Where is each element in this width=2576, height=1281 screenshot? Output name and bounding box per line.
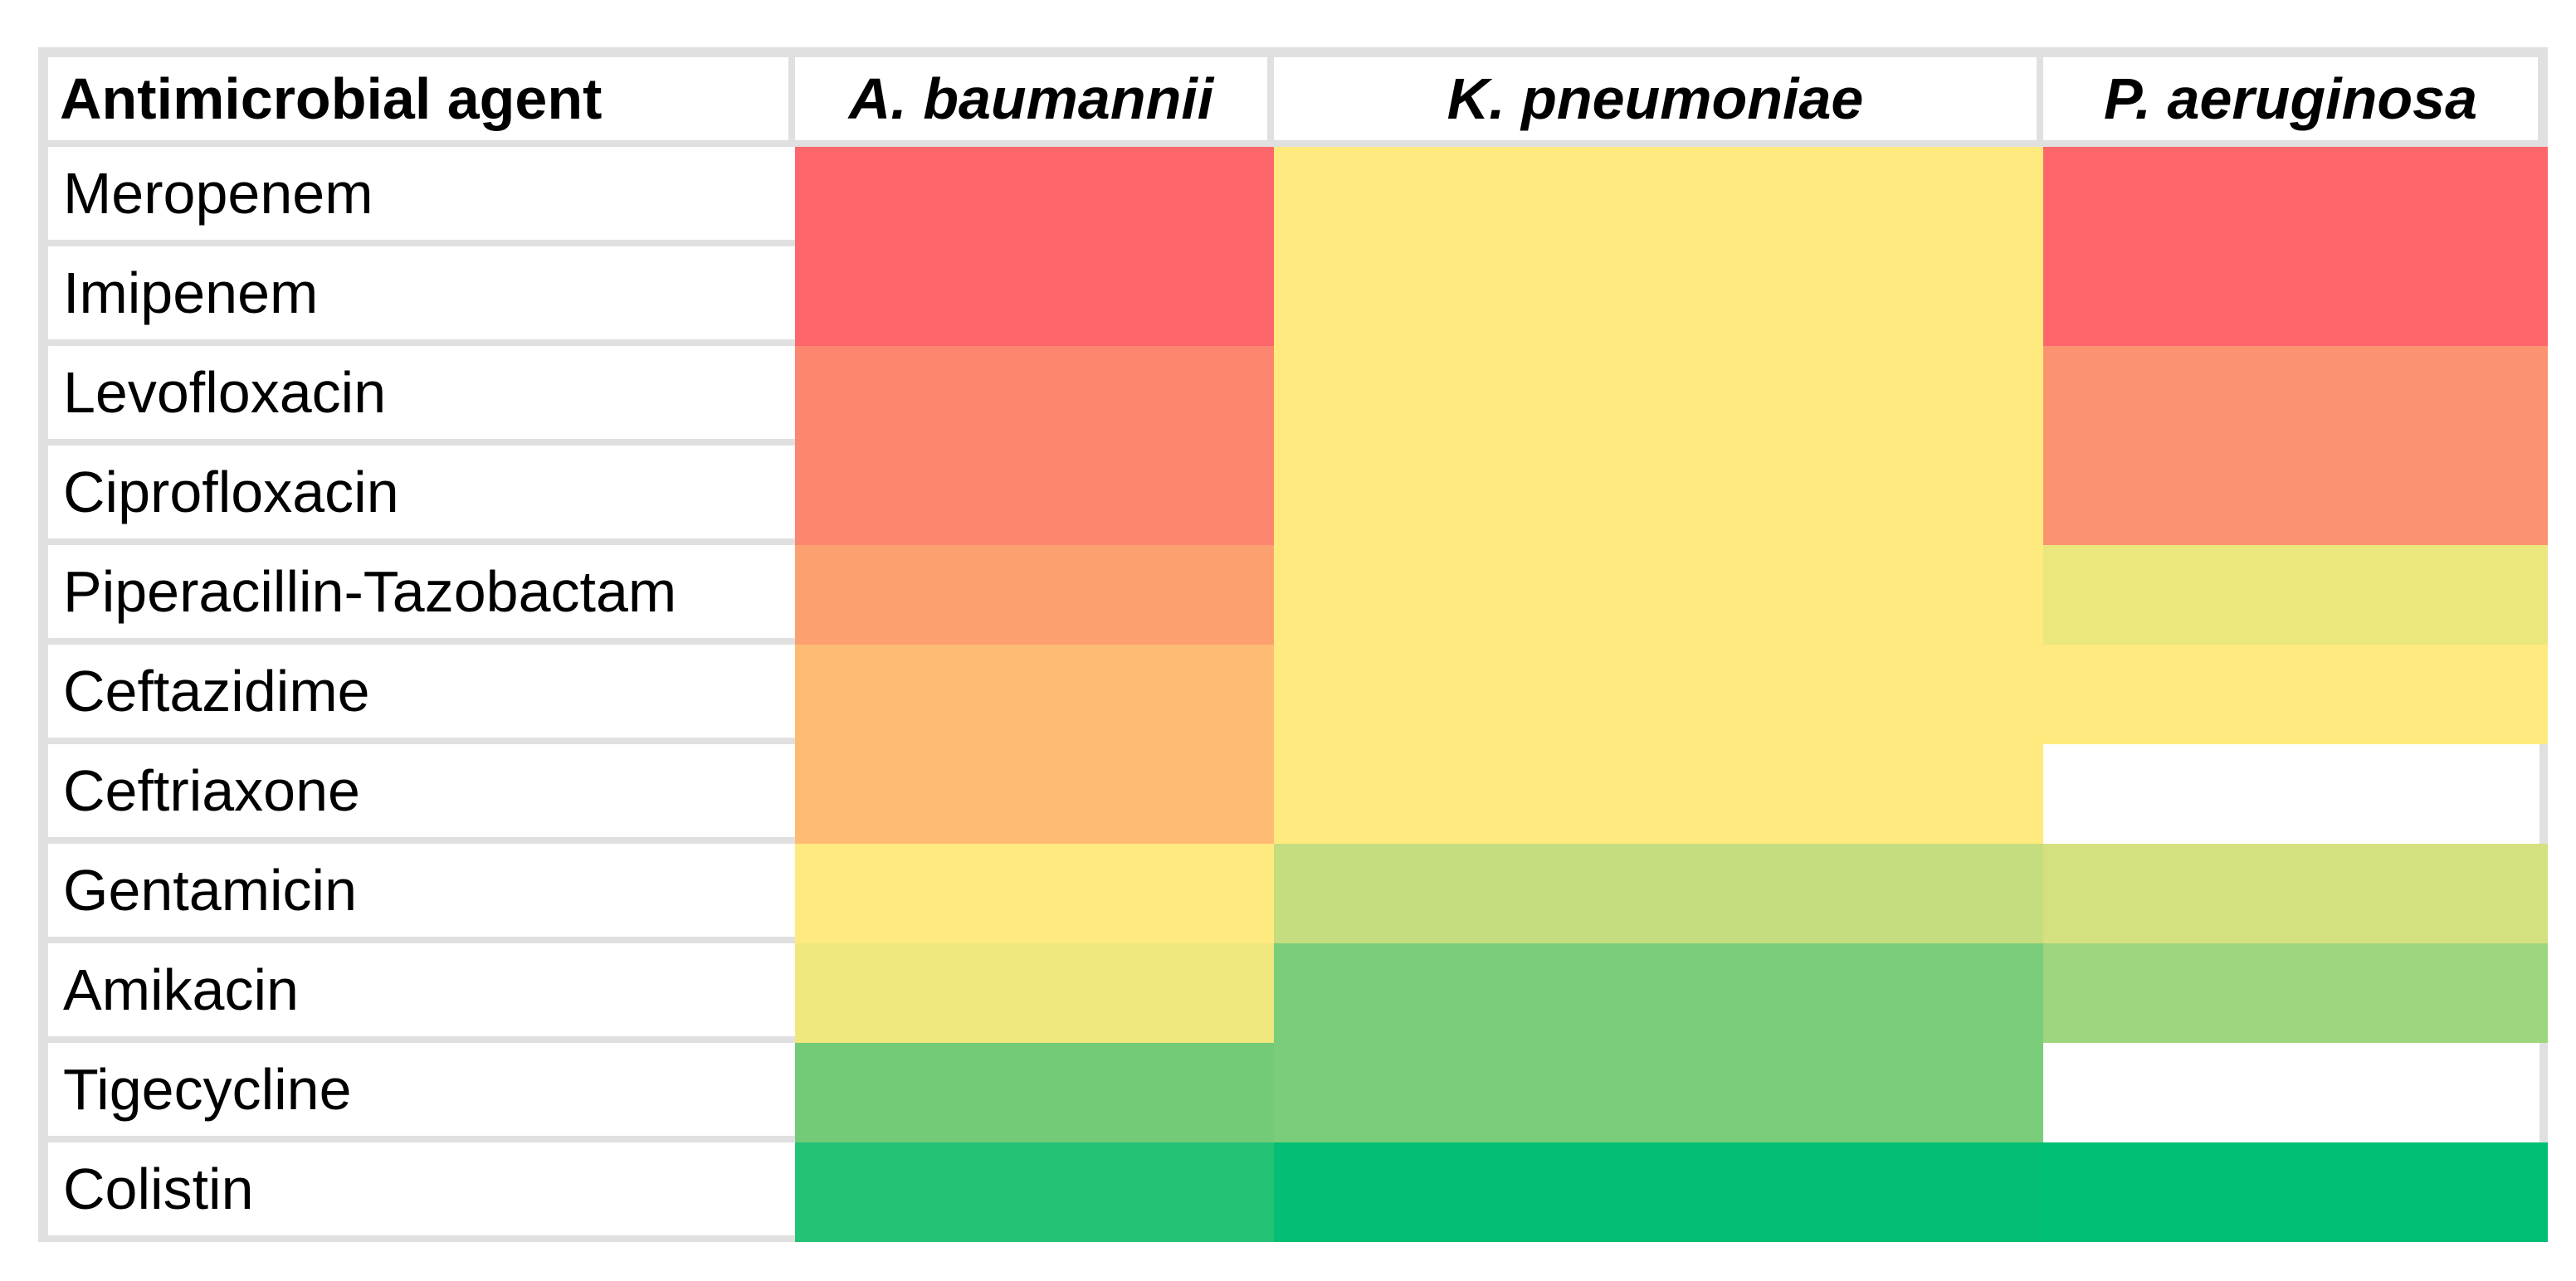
heatmap-cell	[1274, 545, 2043, 645]
row-label: Ceftriaxone	[38, 744, 795, 844]
heatmap-cell	[795, 1043, 1274, 1142]
heatmap-cell	[2043, 744, 2548, 844]
heatmap-cell	[1274, 246, 2043, 346]
heatmap-cell	[2043, 545, 2548, 645]
corner-header: Antimicrobial agent	[38, 47, 795, 147]
heatmap-cell	[795, 246, 1274, 346]
heatmap-cell	[1274, 346, 2043, 446]
heatmap-cell	[2043, 346, 2548, 446]
heatmap-cell	[1274, 1043, 2043, 1142]
heatmap-cell	[2043, 246, 2548, 346]
heatmap-cell	[795, 545, 1274, 645]
heatmap-cell	[2043, 645, 2548, 744]
heatmap-cell	[795, 744, 1274, 844]
column-header-k-pneumoniae: K. pneumoniae	[1274, 47, 2043, 147]
heatmap-cell	[2043, 1043, 2548, 1142]
row-label: Piperacillin-Tazobactam	[38, 545, 795, 645]
row-label: Ciprofloxacin	[38, 446, 795, 545]
row-label: Meropenem	[38, 147, 795, 246]
row-label: Colistin	[38, 1142, 795, 1242]
heatmap-table: Antimicrobial agent A. baumannii K. pneu…	[38, 47, 2548, 1242]
heatmap-cell	[795, 844, 1274, 943]
heatmap-cell	[2043, 446, 2548, 545]
heatmap-cell	[1274, 645, 2043, 744]
row-label: Gentamicin	[38, 844, 795, 943]
column-header-p-aeruginosa: P. aeruginosa	[2043, 47, 2548, 147]
row-label: Amikacin	[38, 943, 795, 1043]
heatmap-cell	[795, 346, 1274, 446]
heatmap-cell	[2043, 147, 2548, 246]
heatmap-cell	[1274, 147, 2043, 246]
heatmap-cell	[1274, 943, 2043, 1043]
heatmap-cell	[1274, 744, 2043, 844]
column-header-a-baumannii: A. baumannii	[795, 47, 1274, 147]
heatmap-cell	[1274, 844, 2043, 943]
heatmap-cell	[795, 147, 1274, 246]
row-label: Tigecycline	[38, 1043, 795, 1142]
row-label: Imipenem	[38, 246, 795, 346]
heatmap-cell	[2043, 1142, 2548, 1242]
row-label: Levofloxacin	[38, 346, 795, 446]
heatmap-cell	[1274, 1142, 2043, 1242]
row-label: Ceftazidime	[38, 645, 795, 744]
heatmap-cell	[795, 446, 1274, 545]
heatmap-cell	[2043, 943, 2548, 1043]
heatmap-cell	[2043, 844, 2548, 943]
heatmap-cell	[795, 943, 1274, 1043]
heatmap-cell	[795, 1142, 1274, 1242]
heatmap-cell	[1274, 446, 2043, 545]
heatmap-cell	[795, 645, 1274, 744]
